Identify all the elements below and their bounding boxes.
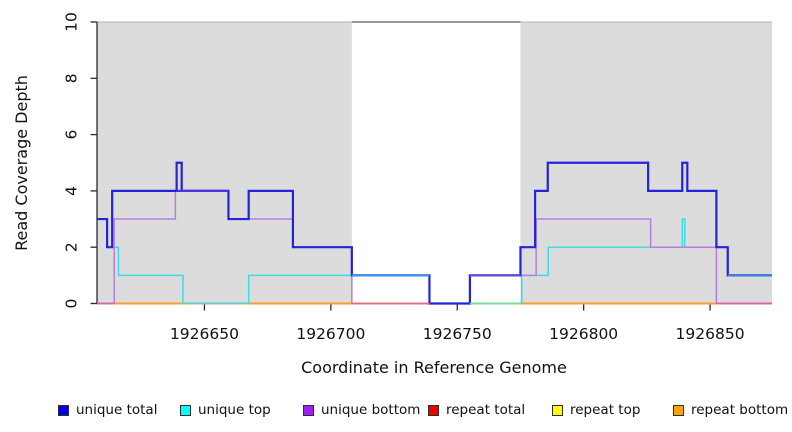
- y-tick-label: 10: [62, 12, 80, 32]
- legend-swatch: [552, 405, 563, 416]
- x-tick-label: 1926650: [170, 325, 239, 343]
- x-tick-label: 1926850: [676, 325, 745, 343]
- legend-label: unique bottom: [321, 402, 421, 418]
- legend-swatch: [180, 405, 191, 416]
- y-tick-label: 2: [62, 242, 80, 252]
- x-tick-label: 1926750: [423, 325, 492, 343]
- y-tick-label: 4: [62, 186, 80, 196]
- y-tick-label: 0: [62, 299, 80, 309]
- legend-label: unique total: [76, 402, 158, 418]
- legend-label: repeat top: [570, 402, 641, 418]
- x-tick-label: 1926700: [296, 325, 365, 343]
- y-tick-label: 6: [62, 130, 80, 140]
- legend-label: unique top: [198, 402, 271, 418]
- series-line-unique-total: [97, 161, 772, 305]
- gray-band: [97, 22, 352, 304]
- legend-label: repeat total: [446, 402, 526, 418]
- legend-label: repeat bottom: [691, 402, 789, 418]
- y-axis-title: Read Coverage Depth: [12, 75, 31, 251]
- legend-swatch: [673, 405, 684, 416]
- legend-swatch: [428, 405, 439, 416]
- legend-swatch: [58, 405, 69, 416]
- x-tick-label: 1926800: [549, 325, 618, 343]
- x-axis-title: Coordinate in Reference Genome: [301, 358, 567, 377]
- y-tick-label: 8: [62, 73, 80, 83]
- legend-swatch: [303, 405, 314, 416]
